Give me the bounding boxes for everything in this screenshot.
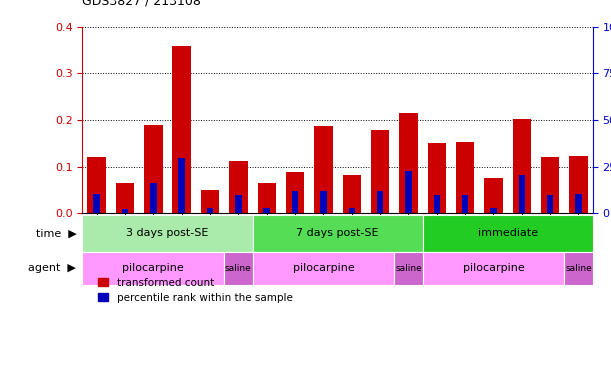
Bar <box>541 157 559 213</box>
Text: immediate: immediate <box>478 228 538 238</box>
Bar <box>405 171 412 213</box>
Text: GDS3827 / 213108: GDS3827 / 213108 <box>82 0 202 8</box>
Bar <box>87 157 106 213</box>
Bar <box>207 209 213 213</box>
Text: agent  ▶: agent ▶ <box>29 263 76 273</box>
Bar <box>399 113 418 213</box>
Bar <box>428 143 446 213</box>
Bar <box>377 191 383 213</box>
Bar <box>263 207 270 213</box>
Bar <box>371 130 389 213</box>
Text: 7 days post-SE: 7 days post-SE <box>296 228 379 238</box>
Legend: transformed count, percentile rank within the sample: transformed count, percentile rank withi… <box>94 273 297 307</box>
Bar <box>456 142 474 213</box>
Text: 3 days post-SE: 3 days post-SE <box>126 228 209 238</box>
Bar <box>343 175 361 213</box>
Bar <box>122 209 128 213</box>
Text: saline: saline <box>565 264 592 273</box>
Bar <box>513 119 531 213</box>
Bar <box>490 209 497 213</box>
Text: pilocarpine: pilocarpine <box>293 263 354 273</box>
Bar <box>314 126 332 213</box>
Bar <box>547 195 554 213</box>
Text: saline: saline <box>225 264 252 273</box>
Bar <box>462 195 469 213</box>
Bar <box>286 172 304 213</box>
Text: pilocarpine: pilocarpine <box>122 263 185 273</box>
Bar <box>257 183 276 213</box>
Bar <box>235 195 241 213</box>
Bar <box>144 125 163 213</box>
Text: pilocarpine: pilocarpine <box>463 263 524 273</box>
Bar <box>116 183 134 213</box>
Text: saline: saline <box>395 264 422 273</box>
Bar <box>569 156 588 213</box>
Bar <box>172 46 191 213</box>
Bar <box>320 191 327 213</box>
Text: time  ▶: time ▶ <box>35 228 76 238</box>
Bar <box>178 158 185 213</box>
Bar <box>576 194 582 213</box>
Bar <box>93 195 100 213</box>
Bar <box>434 195 440 213</box>
Bar <box>485 178 503 213</box>
Bar <box>201 190 219 213</box>
Bar <box>150 183 156 213</box>
Bar <box>519 175 525 213</box>
Bar <box>229 161 247 213</box>
Bar <box>348 209 355 213</box>
Bar <box>292 191 298 213</box>
